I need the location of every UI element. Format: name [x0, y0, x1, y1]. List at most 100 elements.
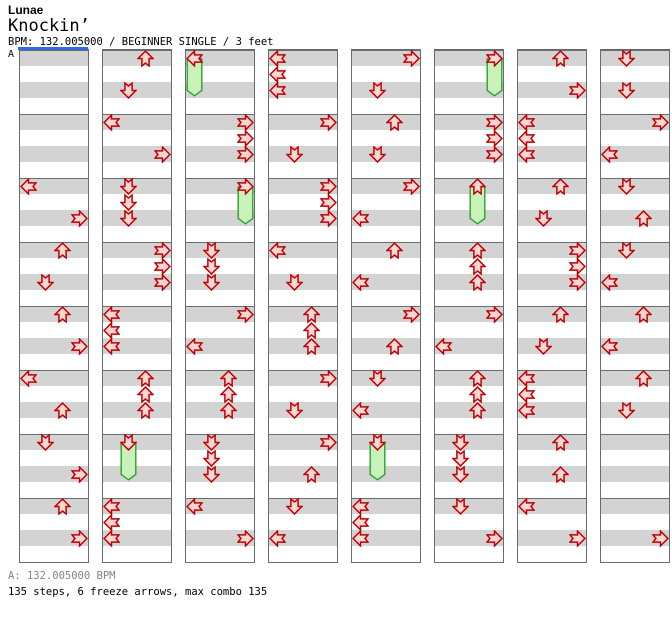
note-arrow-right	[153, 273, 171, 292]
measure-column	[434, 49, 504, 563]
note-arrow-down	[36, 433, 55, 451]
note-arrow-down	[285, 497, 304, 515]
note-arrow-down	[202, 433, 221, 451]
note-arrow-left	[103, 529, 121, 548]
freeze-arrow-right	[236, 177, 254, 196]
note-arrow-down	[202, 273, 221, 291]
freeze-arrow-down	[119, 433, 138, 451]
note-arrow-down	[36, 273, 55, 291]
note-arrow-down	[119, 209, 138, 227]
note-arrow-left	[435, 337, 453, 356]
note-arrow-left	[103, 513, 121, 532]
note-arrow-left	[518, 497, 536, 516]
note-arrow-up	[385, 114, 404, 132]
note-arrow-up	[302, 306, 321, 324]
note-arrow-right	[70, 465, 88, 484]
note-arrow-down	[119, 81, 138, 99]
note-arrow-up	[551, 434, 570, 452]
note-arrow-down	[534, 337, 553, 355]
note-arrow-right	[236, 305, 254, 324]
note-arrow-right	[319, 369, 337, 388]
note-arrow-up	[53, 498, 72, 516]
note-arrow-left	[518, 145, 536, 164]
note-arrow-down	[202, 465, 221, 483]
note-arrow-left	[20, 369, 38, 388]
freeze-arrow-left	[186, 49, 204, 68]
note-arrow-up	[53, 242, 72, 260]
measure-column	[351, 49, 421, 563]
note-arrow-up	[468, 274, 487, 292]
note-arrow-down	[534, 209, 553, 227]
measure-column	[185, 49, 255, 563]
note-arrow-right	[70, 529, 88, 548]
note-arrow-left	[20, 177, 38, 196]
note-arrow-right	[70, 337, 88, 356]
note-arrow-right	[236, 529, 254, 548]
note-arrow-up	[136, 402, 155, 420]
bpm-marker-label: A	[8, 49, 15, 60]
note-arrow-left	[518, 113, 536, 132]
note-arrow-right	[153, 145, 171, 164]
freeze-arrow-down	[368, 433, 387, 451]
note-arrow-right	[485, 145, 503, 164]
artist-name: Lunae	[8, 3, 44, 17]
note-arrow-down	[617, 241, 636, 259]
note-arrow-up	[302, 466, 321, 484]
measure-column	[102, 49, 172, 563]
note-arrow-right	[568, 529, 586, 548]
note-arrow-down	[285, 273, 304, 291]
note-arrow-right	[485, 305, 503, 324]
note-arrow-down	[617, 49, 636, 67]
note-arrow-right	[568, 241, 586, 260]
measure-column	[19, 49, 89, 563]
note-arrow-up	[551, 466, 570, 484]
note-arrow-up	[136, 50, 155, 68]
freeze-arrow-right	[485, 49, 503, 68]
note-arrow-left	[186, 337, 204, 356]
note-arrow-up	[219, 370, 238, 388]
note-arrow-left	[103, 113, 121, 132]
note-arrow-down	[119, 193, 138, 211]
note-arrow-left	[518, 129, 536, 148]
note-arrow-left	[352, 401, 370, 420]
note-arrow-down	[119, 177, 138, 195]
note-arrow-down	[617, 81, 636, 99]
note-arrow-down	[285, 145, 304, 163]
note-arrow-down	[451, 433, 470, 451]
note-arrow-up	[468, 242, 487, 260]
note-arrow-left	[352, 513, 370, 532]
note-arrow-right	[651, 113, 669, 132]
note-arrow-right	[402, 305, 420, 324]
note-arrow-right	[70, 209, 88, 228]
note-arrow-left	[103, 305, 121, 324]
note-arrow-down	[451, 449, 470, 467]
note-arrow-left	[269, 65, 287, 84]
note-arrow-down	[617, 177, 636, 195]
note-arrow-left	[269, 529, 287, 548]
bpm-marker-info: A: 132.005000 BPM	[8, 570, 116, 582]
note-arrow-right	[568, 257, 586, 276]
note-arrow-right	[319, 209, 337, 228]
note-arrow-right	[651, 529, 669, 548]
note-arrow-up	[551, 306, 570, 324]
note-arrow-left	[601, 145, 619, 164]
measure-column	[268, 49, 338, 563]
note-arrow-up	[219, 402, 238, 420]
note-arrow-right	[236, 129, 254, 148]
note-arrow-left	[269, 49, 287, 68]
note-arrow-up	[136, 386, 155, 404]
note-arrow-left	[601, 337, 619, 356]
note-arrow-up	[136, 370, 155, 388]
note-arrow-down	[368, 369, 387, 387]
note-arrow-left	[103, 497, 121, 516]
note-arrow-right	[402, 49, 420, 68]
note-arrow-down	[285, 401, 304, 419]
note-arrow-up	[385, 338, 404, 356]
note-arrow-down	[202, 241, 221, 259]
note-arrow-right	[236, 145, 254, 164]
note-arrow-right	[319, 193, 337, 212]
note-arrow-left	[352, 273, 370, 292]
song-title: Knockin’	[8, 16, 90, 36]
note-arrow-left	[269, 241, 287, 260]
